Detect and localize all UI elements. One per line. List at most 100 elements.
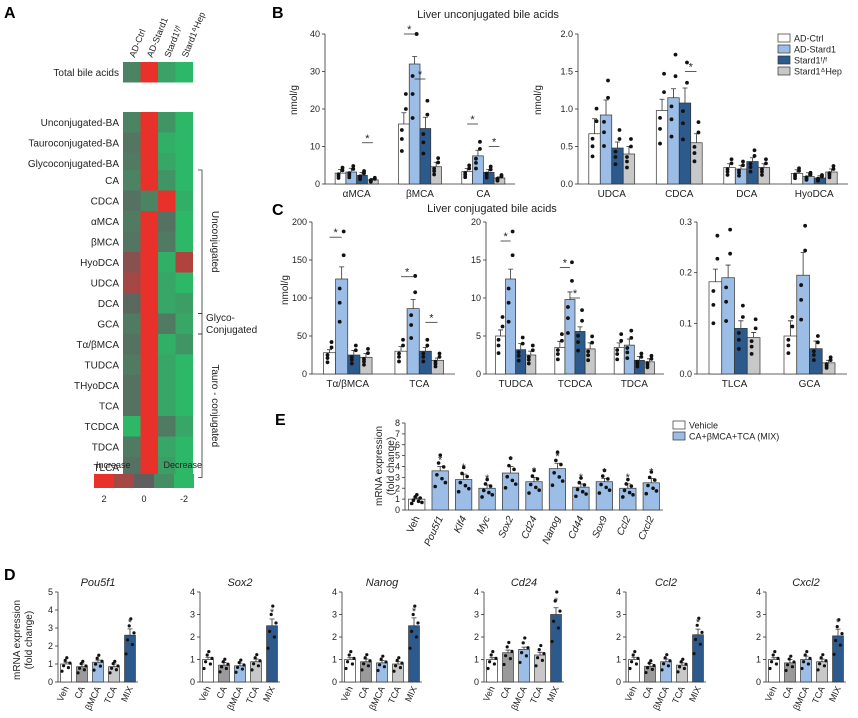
bar bbox=[660, 661, 672, 683]
data-point bbox=[658, 115, 662, 120]
data-point bbox=[268, 629, 272, 633]
y-tick-label: 6 bbox=[395, 440, 400, 450]
data-point bbox=[360, 668, 364, 672]
data-point bbox=[425, 343, 430, 348]
data-point bbox=[749, 344, 754, 349]
data-point bbox=[803, 248, 808, 253]
data-point bbox=[237, 660, 241, 665]
data-point bbox=[685, 60, 689, 65]
y-tick-label: 8 bbox=[395, 418, 400, 428]
legend-swatch bbox=[174, 474, 194, 488]
data-point bbox=[329, 340, 334, 344]
data-point bbox=[590, 154, 595, 159]
data-point bbox=[803, 653, 807, 657]
data-point bbox=[602, 120, 606, 124]
bar bbox=[266, 625, 278, 683]
bar bbox=[218, 664, 230, 683]
data-point bbox=[837, 618, 841, 622]
data-point bbox=[410, 74, 415, 78]
category-label: TLCA bbox=[722, 379, 748, 390]
y-tick-label: 2 bbox=[616, 632, 621, 642]
heatmap-cell bbox=[175, 272, 193, 293]
data-point bbox=[362, 362, 366, 367]
data-point bbox=[629, 484, 634, 488]
bar bbox=[790, 173, 804, 185]
bar bbox=[816, 661, 828, 683]
y-tick-label: 3 bbox=[190, 610, 195, 620]
data-point bbox=[725, 173, 730, 177]
data-point bbox=[113, 659, 117, 663]
heatmap-row-label: Total bile acids bbox=[53, 68, 119, 79]
data-point bbox=[625, 159, 629, 164]
legend-label: Vehicle bbox=[689, 421, 718, 431]
data-point bbox=[372, 175, 377, 180]
y-tick-label: 2 bbox=[332, 632, 337, 642]
data-point bbox=[436, 156, 441, 161]
legend-label: AD-Stard1 bbox=[794, 45, 836, 55]
data-point bbox=[663, 656, 667, 660]
data-point bbox=[239, 658, 243, 662]
y-tick-label: 0 bbox=[315, 179, 320, 189]
data-point bbox=[828, 358, 833, 362]
data-point bbox=[621, 495, 625, 499]
data-point bbox=[811, 349, 816, 354]
heatmap-row-label: THyoDCA bbox=[74, 381, 119, 392]
data-point bbox=[749, 339, 754, 344]
data-point bbox=[400, 661, 404, 665]
data-point bbox=[467, 163, 472, 168]
data-point bbox=[752, 153, 757, 158]
bar bbox=[431, 470, 449, 511]
data-point bbox=[787, 657, 791, 661]
error-bar bbox=[327, 349, 333, 353]
y-tick-label: 3 bbox=[474, 610, 479, 620]
data-point bbox=[737, 170, 741, 175]
bar bbox=[431, 359, 444, 375]
significance-star: * bbox=[429, 312, 434, 324]
data-point bbox=[63, 658, 67, 663]
bar bbox=[623, 344, 635, 375]
data-point bbox=[130, 642, 134, 647]
data-point bbox=[266, 646, 270, 650]
data-point bbox=[740, 315, 745, 319]
heatmap-cell bbox=[175, 457, 193, 478]
data-point bbox=[474, 156, 478, 161]
significance-star: * bbox=[128, 617, 133, 629]
y-tick-label: 0 bbox=[756, 677, 761, 687]
y-tick-label: 20 bbox=[471, 217, 481, 227]
bar bbox=[455, 479, 473, 511]
heatmap-cell bbox=[158, 334, 176, 355]
data-point bbox=[382, 665, 386, 669]
bar bbox=[784, 662, 796, 683]
bar bbox=[809, 348, 823, 375]
category-label: TCA bbox=[810, 685, 827, 706]
data-point bbox=[413, 604, 417, 608]
data-point bbox=[622, 488, 627, 493]
heatmap-cell bbox=[158, 62, 176, 83]
data-point bbox=[536, 656, 540, 660]
data-point bbox=[337, 319, 342, 324]
significance-star: * bbox=[554, 596, 559, 608]
bar bbox=[611, 147, 624, 185]
error-bar bbox=[521, 646, 527, 650]
data-point bbox=[353, 348, 358, 353]
data-point bbox=[613, 162, 618, 167]
y-tick-label: 2 bbox=[474, 632, 479, 642]
data-point bbox=[827, 173, 832, 177]
data-point bbox=[650, 667, 655, 672]
heatmap-row-label: CA bbox=[105, 176, 119, 187]
data-point bbox=[736, 331, 741, 335]
data-point bbox=[351, 164, 356, 168]
error-bar bbox=[422, 116, 428, 129]
data-point bbox=[576, 333, 580, 338]
data-point bbox=[81, 659, 85, 663]
data-point bbox=[566, 316, 570, 321]
significance-star: * bbox=[649, 466, 654, 478]
category-label: DCA bbox=[736, 189, 757, 200]
data-point bbox=[748, 169, 753, 174]
legend-swatch bbox=[94, 474, 114, 488]
y-tick-label: 5 bbox=[395, 451, 400, 461]
data-point bbox=[114, 668, 118, 672]
heatmap-cell bbox=[123, 395, 141, 416]
bar bbox=[124, 634, 136, 683]
